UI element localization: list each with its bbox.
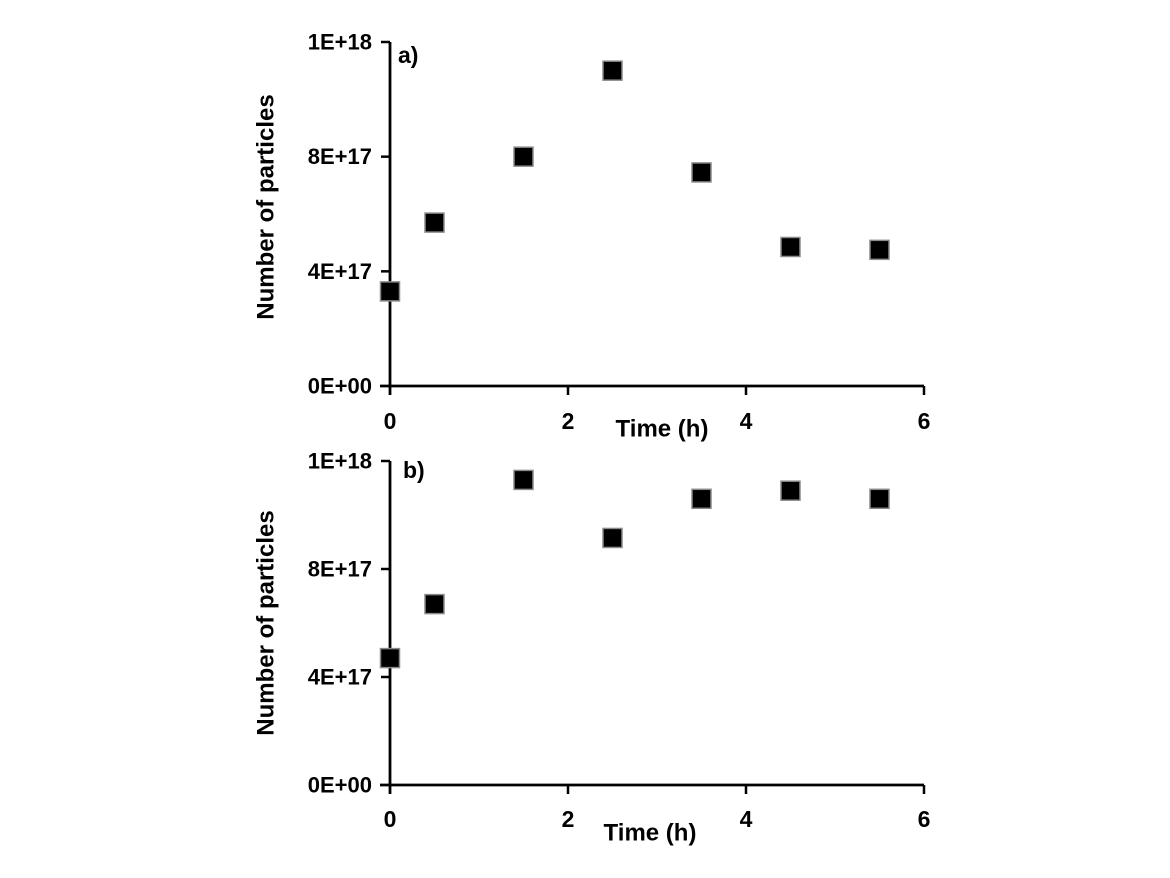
x-axis-title: Time (h) [604,820,697,847]
data-point [869,239,890,261]
data-point [424,212,445,233]
x-tick-label: 2 [562,408,575,434]
y-tick-label: 0E+00 [308,374,372,399]
y-tick-label: 8E+17 [308,144,372,169]
x-axis-title: Time (h) [616,416,709,443]
data-point [602,527,623,549]
y-tick-label: 8E+17 [308,557,372,582]
y-tick-label: 0E+00 [308,773,372,798]
y-axis-title: Number of particles [253,94,280,319]
x-tick-label: 0 [384,806,397,832]
data-point [869,488,890,510]
data-point [424,593,445,615]
x-tick-label: 2 [562,806,575,832]
data-point [379,647,401,669]
panel-label: b) [403,457,425,483]
data-point [513,146,534,167]
data-point [379,281,401,302]
x-tick-label: 6 [918,408,931,434]
y-axis-title: Number of particles [253,510,280,735]
panel-label: a) [398,42,418,68]
data-point [691,488,712,510]
x-tick-label: 4 [740,806,753,832]
y-tick-label: 1E+18 [308,449,372,474]
data-point [780,236,801,258]
y-tick-label: 4E+17 [308,259,372,284]
data-point [691,162,712,183]
panel-a: 0E+00 4E+17 8E+17 1E+18 0 2 4 6 Time (h) Number o… [253,30,931,443]
y-tick-label: 1E+18 [308,30,372,55]
y-tick-label: 4E+17 [308,665,372,690]
data-point [513,469,534,491]
panel-b: 0E+00 4E+17 8E+17 1E+18 0 2 4 6 Time (h) Number o… [253,449,931,847]
data-point [780,480,801,501]
x-tick-label: 4 [740,408,753,434]
data-point [602,60,623,81]
x-tick-label: 0 [384,408,397,434]
x-tick-label: 6 [918,806,931,832]
